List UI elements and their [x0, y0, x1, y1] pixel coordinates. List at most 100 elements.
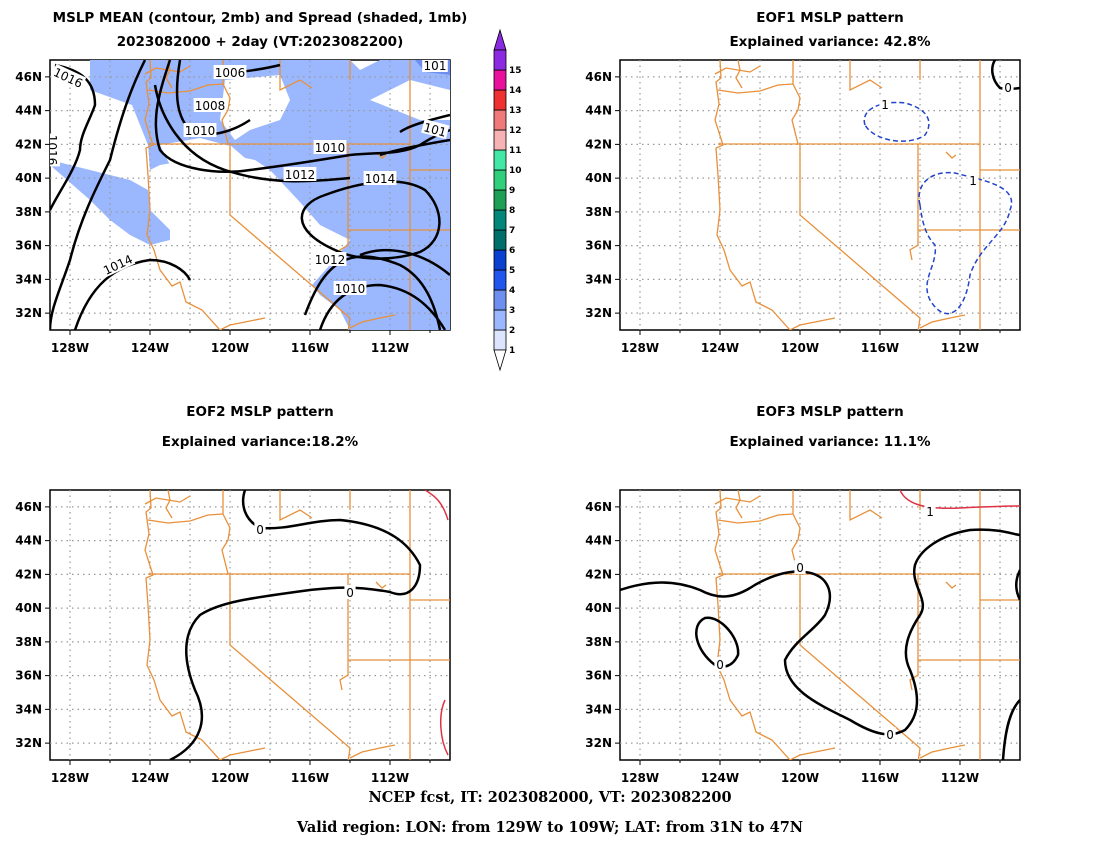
- eof3-label-positive-text: 1: [926, 505, 934, 519]
- colorbar-top-arrow: [493, 28, 507, 51]
- eof1-label-negative-north-bg: [879, 97, 891, 111]
- lat-tick-label: 34N: [585, 272, 612, 286]
- eof2-label-zero-north: 0: [254, 522, 266, 537]
- isobar-label-101-right: 101: [421, 118, 450, 140]
- panel4-title-line1: EOF3 MSLP pattern: [756, 404, 904, 420]
- lat-tick-label: 42N: [585, 567, 612, 581]
- lon-tick-label: 120W: [781, 771, 819, 785]
- isobar-label-1012-text: 1012: [285, 168, 316, 182]
- map-panel-4-content: 128W 124W 120W 116W 112W 46N 44N 42N 40N 38N 36N 34…: [585, 489, 1021, 785]
- map-panel-2-plot: 1 1 0: [620, 60, 1020, 330]
- lon-tick-label: 124W: [131, 771, 169, 785]
- lat-tick-label: 34N: [15, 272, 42, 286]
- lon-tick-label: 116W: [861, 341, 899, 355]
- isobar-label-1016-left: 1016: [50, 133, 60, 167]
- eof2-label-zero-mid-text: 0: [346, 586, 354, 600]
- footer-forecast-info: NCEP fcst, IT: 2023082000, VT: 202308220…: [368, 789, 732, 806]
- panel1-title-line2: 2023082000 + 2day (VT:2023082200): [116, 34, 404, 50]
- colorbar-swatch: [493, 289, 507, 311]
- isobar-label-1016-left-bg: [50, 133, 60, 167]
- isobar-label-1012-b-bg: [313, 252, 347, 266]
- isobar-label-1014-sw: 1014: [99, 250, 136, 278]
- lat-tick-label: 42N: [15, 137, 42, 151]
- isobar-label-1010-c: 1010: [333, 281, 367, 296]
- colorbar-label: 3: [509, 306, 515, 316]
- lon-tick-label: 120W: [781, 341, 819, 355]
- lat-tick-label: 38N: [585, 635, 612, 649]
- eof2-zero-line: [169, 490, 422, 760]
- isobar-label-1008-bg: [193, 98, 227, 112]
- lat-tick-label: 36N: [585, 669, 612, 683]
- colorbar-label: 6: [509, 246, 515, 256]
- isobar-label-1008: 1008: [193, 98, 227, 113]
- eof3-positive-north: [899, 490, 1020, 510]
- eof3-label-positive: 1: [924, 504, 936, 519]
- panel1-title-line1: MSLP MEAN (contour, 2mb) and Spread (sha…: [52, 10, 468, 26]
- isobar-label-1008-text: 1008: [195, 99, 226, 113]
- lat-tick-label: 44N: [15, 534, 42, 548]
- eof1-negative-north: [863, 101, 930, 142]
- eof3-label-zero-south-bg: [884, 727, 896, 741]
- isobar-label-1010-b-text: 1010: [315, 141, 346, 155]
- colorbar-swatch: [493, 109, 507, 131]
- map-panel-1: 128W 124W 120W 116W 112W 46N 44N 42N 40N 38N 36N 34…: [15, 59, 451, 355]
- map-panel-1-plot: 1016 1006 1008 1010 1010 1012 1014 1014 1012 1010…: [50, 60, 450, 330]
- colorbar-swatch: [493, 49, 507, 71]
- lat-tick-label: 34N: [585, 702, 612, 716]
- colorbar-swatch: [493, 129, 507, 151]
- isobar-label-1010-b: 1010: [313, 140, 347, 155]
- isobar-label-1012: 1012: [283, 167, 317, 182]
- lat-tick-label: 36N: [15, 239, 42, 253]
- spread-shading-main: [90, 60, 450, 330]
- isobar-label-1016-bg: [50, 63, 87, 91]
- isobar-label-1006: 1006: [213, 65, 247, 80]
- lat-tick-label: 34N: [15, 702, 42, 716]
- eof3-zero-east: [1015, 569, 1020, 601]
- lat-tick-label: 32N: [15, 736, 42, 750]
- isobar-label-1010-bg: [183, 123, 217, 137]
- eof3-label-positive-bg: [924, 504, 936, 518]
- isobar-label-1010: 1010: [183, 123, 217, 138]
- isobar-label-1006-text: 1006: [215, 66, 246, 80]
- colorbar-label: 9: [509, 186, 515, 196]
- lat-tick-label: 46N: [15, 70, 42, 84]
- lat-tick-label: 42N: [15, 567, 42, 581]
- colorbar-bottom-arrow: [493, 349, 507, 372]
- map-panel-2: 128W 124W 120W 116W 112W 46N 44N 42N 40N 38N 36N 34…: [585, 59, 1021, 355]
- colorbar-label: 4: [509, 286, 515, 296]
- lon-tick-label: 124W: [701, 771, 739, 785]
- colorbar-swatch: [493, 329, 507, 351]
- map-panel-4-plot: 0 0 0 1: [620, 490, 1020, 760]
- isobar-1018: [50, 60, 147, 330]
- colorbar-swatch: [493, 169, 507, 191]
- eof3-zero-se: [1001, 699, 1020, 760]
- plot-frame: [619, 59, 1021, 331]
- isobar-label-101-top-bg: [422, 60, 448, 72]
- lon-tick-label: 112W: [941, 341, 979, 355]
- lat-tick-label: 38N: [15, 205, 42, 219]
- map-panel-1-clip: 1016 1006 1008 1010 1010 1012 1014 1014 1012 1010…: [50, 60, 450, 330]
- lat-tick-label: 38N: [15, 635, 42, 649]
- lat-tick-label: 44N: [15, 104, 42, 118]
- map-panel-4: 128W 124W 120W 116W 112W 46N 44N 42N 40N 38N 36N 34…: [585, 489, 1021, 785]
- colorbar-label: 5: [509, 266, 515, 276]
- colorbar-label: 7: [509, 226, 515, 236]
- eof1-label-zero-bg: [1002, 80, 1014, 94]
- lat-tick-label: 40N: [15, 171, 42, 185]
- plot-frame: [49, 489, 451, 761]
- isobar-1014-sw: [73, 258, 192, 330]
- lat-tick-label: 44N: [585, 104, 612, 118]
- lat-tick-label: 32N: [15, 306, 42, 320]
- grid-lines: [50, 60, 450, 330]
- eof3-label-zero-closed-text: 0: [716, 658, 724, 672]
- isobar-label-1014-sw-bg: [99, 250, 136, 278]
- eof2-label-zero-north-bg: [254, 522, 266, 536]
- map-panel-3-clip: 00: [50, 490, 450, 760]
- isobar-label-1014: 1014: [363, 171, 397, 186]
- isobar-1010-c: [318, 283, 447, 330]
- isobar-label-1006-bg: [213, 65, 247, 79]
- colorbar-swatch: [493, 209, 507, 231]
- lat-tick-label: 32N: [585, 736, 612, 750]
